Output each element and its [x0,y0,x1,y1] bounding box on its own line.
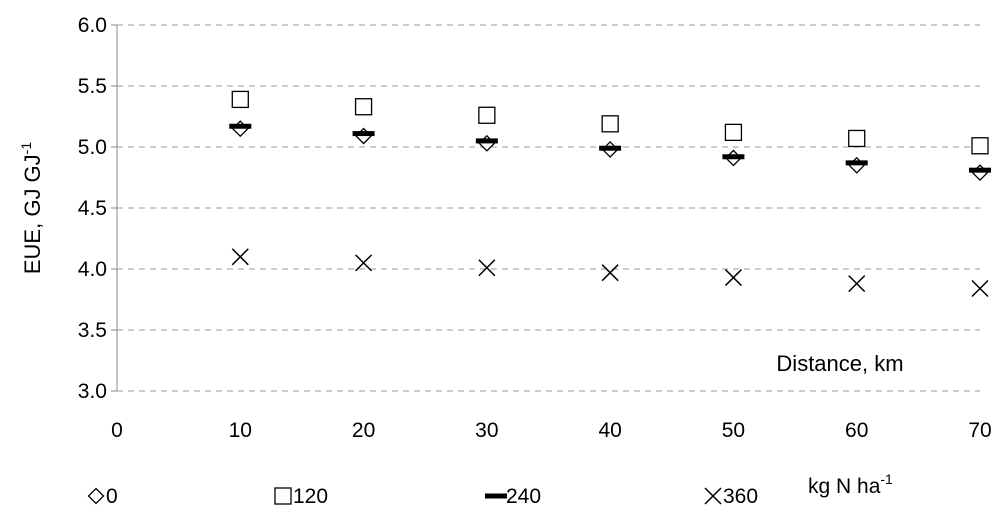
point-dash-40 [599,145,622,151]
point-x-20 [355,254,373,272]
x-tick-label-0: 0 [111,419,123,442]
x-tick-labels: 0 10 20 30 40 50 60 70 [111,419,992,442]
legend-item-0: 0 [87,485,118,508]
x-tick-label-30: 30 [475,419,498,442]
x-tick-label-50: 50 [722,419,745,442]
legend-marker-diamond [87,487,105,505]
y-tick-label-4.0: 4.0 [78,258,107,281]
point-x-40 [601,264,619,282]
legend-label-360: 360 [723,485,758,508]
point-square-70 [971,137,989,155]
y-tick-label-3.0: 3.0 [78,380,107,403]
x-tick-label-60: 60 [845,419,868,442]
point-dash-60 [845,160,868,166]
legend-label-0: 0 [106,485,118,508]
point-dash-30 [475,138,498,144]
point-square-50 [724,123,743,142]
gridlines [111,24,980,392]
x-tick-label-40: 40 [598,419,621,442]
legend: 0 120 240 360 [87,485,758,508]
point-x-50 [724,269,742,287]
y-axis-label: EUE, GJ GJ-1 [18,142,45,274]
point-square-10 [231,90,249,109]
point-x-60 [848,275,866,293]
legend-label-120: 120 [293,485,328,508]
point-x-70 [971,279,989,298]
legend-title: kg N ha-1 [808,471,893,498]
y-axis-label-superscript: -1 [18,142,34,155]
point-dash-10 [229,123,252,129]
legend-item-240: 240 [485,485,541,508]
legend-marker-square [274,487,292,505]
legend-item-360: 360 [704,485,758,508]
legend-label-240: 240 [506,485,541,508]
x-tick-label-70: 70 [968,419,991,442]
y-tick-label-6.0: 6.0 [78,14,107,37]
point-dash-20 [352,131,375,137]
point-dash-50 [722,154,745,160]
point-dash-70 [969,167,991,173]
legend-title-superscript: -1 [880,471,893,487]
legend-marker-x [704,487,722,505]
point-square-20 [354,98,373,116]
point-square-60 [848,129,866,148]
x-tick-label-20: 20 [352,419,375,442]
legend-item-120: 120 [274,485,328,508]
x-axis-label: Distance, km [776,351,903,376]
y-tick-label-5.0: 5.0 [78,136,107,159]
point-square-40 [601,115,619,133]
x-tick-label-10: 10 [229,419,252,442]
point-x-30 [478,259,496,277]
data-marks [229,90,991,298]
point-square-30 [478,106,496,124]
legend-marker-dash [485,493,507,499]
y-tick-label-4.5: 4.5 [78,197,107,220]
y-tick-labels: 3.0 3.5 4.0 4.5 5.0 5.5 6.0 [78,14,107,403]
point-x-10 [231,248,249,266]
y-tick-label-5.5: 5.5 [78,75,107,98]
y-tick-label-3.5: 3.5 [78,319,107,342]
